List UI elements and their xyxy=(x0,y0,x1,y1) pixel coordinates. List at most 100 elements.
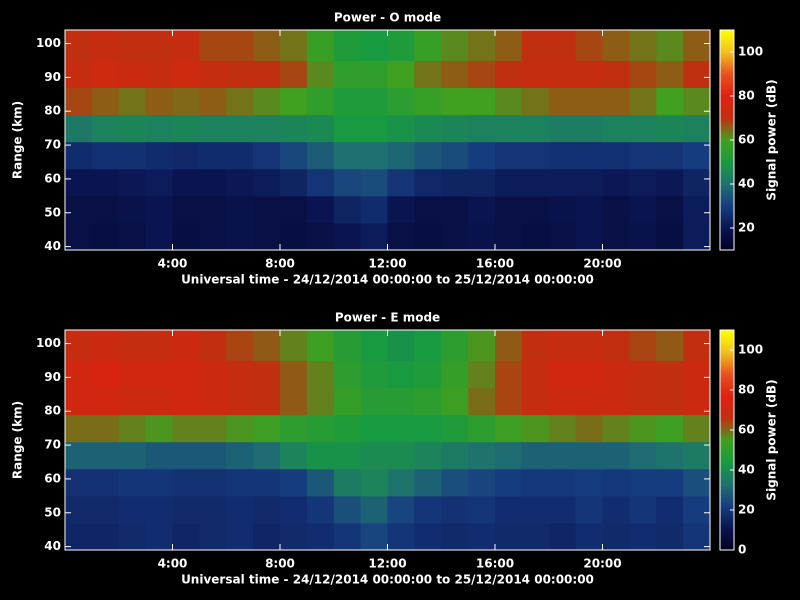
colorbar-step xyxy=(720,126,734,129)
heatmap-cell xyxy=(575,522,603,551)
heatmap-cell xyxy=(468,114,496,143)
heatmap-cell xyxy=(118,60,147,89)
colorbar-tick-label: 100 xyxy=(738,343,763,357)
heatmap-cell xyxy=(656,468,684,497)
colorbar-step xyxy=(720,40,734,43)
heatmap-cell xyxy=(360,468,388,497)
heatmap-cell xyxy=(387,522,415,551)
colorbar-tick-label: 0 xyxy=(738,543,746,557)
heatmap-cell xyxy=(468,495,496,524)
heatmap-cell xyxy=(145,30,173,61)
heatmap-cell xyxy=(118,468,147,497)
heatmap-cell xyxy=(333,114,362,143)
heatmap-cell xyxy=(280,114,308,143)
heatmap-cell xyxy=(91,387,120,416)
heatmap-cell xyxy=(495,495,523,524)
heatmap-cell xyxy=(118,522,147,551)
colorbar-step xyxy=(720,428,734,431)
colorbar-step xyxy=(720,194,734,197)
colorbar-step xyxy=(720,82,734,85)
colorbar-step xyxy=(720,36,734,39)
colorbar-step xyxy=(720,46,734,49)
y-tick-label: 100 xyxy=(36,36,61,50)
heatmap-cell xyxy=(414,330,442,361)
heatmap-cell xyxy=(360,87,388,116)
heatmap-cell xyxy=(468,168,496,197)
colorbar-step xyxy=(720,76,734,79)
colorbar-step xyxy=(720,226,734,229)
colorbar-step xyxy=(720,216,734,219)
heatmap-cell xyxy=(333,441,362,470)
y-tick-label: 40 xyxy=(44,239,61,253)
colorbar-step xyxy=(720,224,734,227)
colorbar-step xyxy=(720,520,734,523)
heatmap-cell xyxy=(548,330,577,361)
heatmap-cell xyxy=(91,495,120,524)
colorbar-step xyxy=(720,102,734,105)
heatmap-cell xyxy=(145,414,173,443)
colorbar-step xyxy=(720,454,734,457)
heatmap-cell xyxy=(441,468,469,497)
colorbar-step xyxy=(720,476,734,479)
heatmap-cell xyxy=(145,60,173,89)
colorbar-step xyxy=(720,132,734,135)
colorbar-label: Signal power (dB) xyxy=(765,379,779,500)
colorbar xyxy=(720,330,734,551)
heatmap-cell xyxy=(548,360,577,389)
colorbar-step xyxy=(720,188,734,191)
heatmap-cell xyxy=(306,87,335,116)
colorbar-tick-label: 40 xyxy=(738,177,755,191)
heatmap-cell xyxy=(333,87,362,116)
heatmap-cell xyxy=(468,60,496,89)
colorbar-step xyxy=(720,110,734,113)
heatmap-cell xyxy=(521,195,550,224)
heatmap-cell xyxy=(468,222,496,251)
colorbar-step xyxy=(720,96,734,99)
heatmap-cell xyxy=(360,60,388,89)
heatmap-cell xyxy=(683,168,711,197)
heatmap-cell xyxy=(575,168,603,197)
heatmap-cell xyxy=(91,468,120,497)
heatmap-cell xyxy=(548,30,577,61)
heatmap-cell xyxy=(548,222,577,251)
heatmap-cell xyxy=(602,441,630,470)
heatmap-cell xyxy=(65,522,93,551)
colorbar-step xyxy=(720,248,734,251)
heatmap-cell xyxy=(360,522,388,551)
heatmap-cell xyxy=(602,387,630,416)
colorbar-step xyxy=(720,64,734,67)
heatmap-cell xyxy=(602,495,630,524)
colorbar-step xyxy=(720,156,734,159)
heatmap-cell xyxy=(199,360,227,389)
heatmap-cell xyxy=(629,330,657,361)
colorbar-step xyxy=(720,152,734,155)
heatmap-cell xyxy=(683,60,711,89)
colorbar-step xyxy=(720,398,734,401)
heatmap-cell xyxy=(495,87,523,116)
heatmap-cell xyxy=(387,222,415,251)
heatmap-cell xyxy=(468,522,496,551)
colorbar-label: Signal power (dB) xyxy=(765,79,779,200)
colorbar-step xyxy=(720,530,734,533)
colorbar-step xyxy=(720,456,734,459)
colorbar-step xyxy=(720,440,734,443)
heatmap-cell xyxy=(521,60,550,89)
heatmap-cell xyxy=(118,387,147,416)
colorbar-step xyxy=(720,330,734,333)
heatmap-cell xyxy=(521,330,550,361)
heatmap-cell xyxy=(521,114,550,143)
heatmap-cell xyxy=(387,360,415,389)
heatmap xyxy=(65,30,711,251)
colorbar-step xyxy=(720,186,734,189)
heatmap-cell xyxy=(333,222,362,251)
colorbar-step xyxy=(720,98,734,101)
heatmap-cell xyxy=(145,360,173,389)
heatmap-cell xyxy=(199,522,227,551)
heatmap-cell xyxy=(65,495,93,524)
heatmap-cell xyxy=(199,414,227,443)
heatmap-cell xyxy=(199,114,227,143)
heatmap-cell xyxy=(602,195,630,224)
x-tick-label: 20:00 xyxy=(583,557,621,571)
heatmap-cell xyxy=(306,60,335,89)
